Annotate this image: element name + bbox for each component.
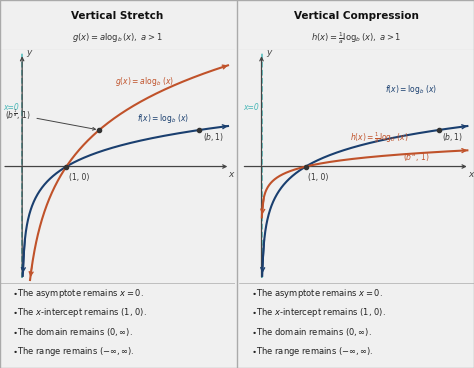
Text: x=0: x=0 [243,103,259,113]
Text: $\bullet$The range remains $(-\infty, \infty)$.: $\bullet$The range remains $(-\infty, \i… [12,346,134,358]
Text: $(b, 1)$: $(b, 1)$ [203,131,224,143]
Text: x: x [228,170,234,179]
Text: $f(x) = \log_b\,(x)$: $f(x) = \log_b\,(x)$ [137,112,190,125]
Text: $(b^a,\, 1)$: $(b^a,\, 1)$ [403,151,429,163]
Text: $\bullet$The range remains $(-\infty, \infty)$.: $\bullet$The range remains $(-\infty, \i… [251,346,374,358]
Text: (1, 0): (1, 0) [69,173,89,183]
Text: Vertical Compression: Vertical Compression [294,11,419,21]
Text: (1, 0): (1, 0) [308,173,328,183]
Text: $\bullet$The $x$-intercept remains (1, 0).: $\bullet$The $x$-intercept remains (1, 0… [12,307,146,319]
Text: $\bullet$The $x$-intercept remains (1, 0).: $\bullet$The $x$-intercept remains (1, 0… [251,307,386,319]
Text: $h(x) = \frac{1}{a}\log_b\,(x)$: $h(x) = \frac{1}{a}\log_b\,(x)$ [350,130,409,145]
Text: x=0: x=0 [3,103,19,113]
Text: Vertical Stretch: Vertical Stretch [71,11,164,21]
Text: $f(x) = \log_b\,(x)$: $f(x) = \log_b\,(x)$ [385,83,438,96]
Text: $(b^{\frac{1}{a}},\, 1)$: $(b^{\frac{1}{a}},\, 1)$ [5,108,95,130]
Text: $h(x) = \frac{1}{a}\log_b(x),\ a > 1$: $h(x) = \frac{1}{a}\log_b(x),\ a > 1$ [311,31,402,46]
Text: y: y [266,48,271,57]
Text: $g(x) = a\log_b(x),\ a > 1$: $g(x) = a\log_b(x),\ a > 1$ [72,31,163,44]
Text: $\bullet$The asymptote remains $x = 0$.: $\bullet$The asymptote remains $x = 0$. [12,287,144,300]
Text: $g(x) = a\log_b\,(x)$: $g(x) = a\log_b\,(x)$ [115,75,174,88]
Text: y: y [27,48,32,57]
Text: $\bullet$The domain remains $(0, \infty)$.: $\bullet$The domain remains $(0, \infty)… [251,326,372,339]
Text: $\bullet$The asymptote remains $x = 0$.: $\bullet$The asymptote remains $x = 0$. [251,287,383,300]
Text: $\bullet$The domain remains $(0, \infty)$.: $\bullet$The domain remains $(0, \infty)… [12,326,133,339]
Text: x: x [468,170,473,179]
Text: $(b, 1)$: $(b, 1)$ [442,131,463,143]
